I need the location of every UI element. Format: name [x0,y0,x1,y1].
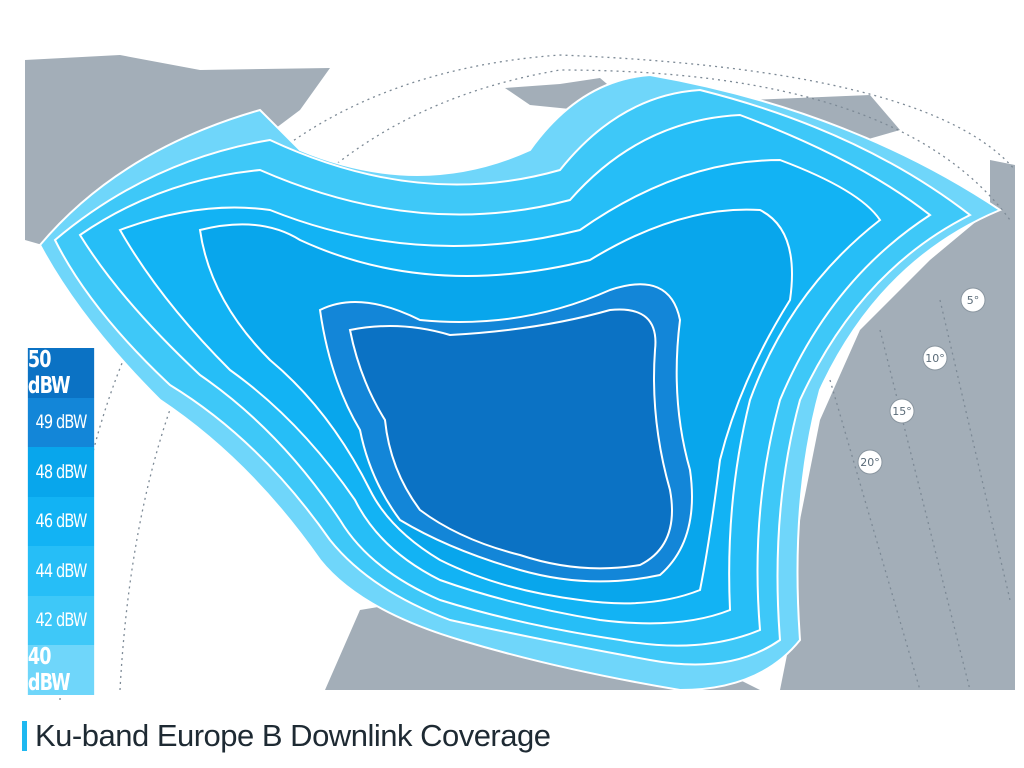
legend-item-40: 40 dBW [27,644,95,696]
elevation-marker-20: 20° [857,449,883,475]
legend-item-50: 50 dBW [27,347,95,399]
contour-50 [348,308,673,570]
legend-item-42: 42 dBW [27,595,95,645]
svg-text:15°: 15° [892,405,912,418]
elevation-marker-15: 15° [889,398,915,424]
legend: 50 dBW 49 dBW 48 dBW 46 dBW 44 dBW 42 dB… [22,347,100,696]
legend-item-49: 49 dBW [27,397,95,447]
elevation-arcs [59,54,1016,700]
svg-text:10°: 10° [925,352,945,365]
elevation-marker-10: 10° [922,345,948,371]
legend-item-48: 48 dBW [27,447,95,497]
legend-item-46: 46 dBW [27,496,95,546]
svg-text:20°: 20° [860,456,880,469]
svg-text:5°: 5° [967,294,980,307]
elevation-markers: 5° 10° 15° 20° [857,287,986,475]
legend-item-44: 44 dBW [27,546,95,596]
caption: Ku-band Europe B Downlink Coverage [22,718,551,754]
coverage-map: 5° 10° 15° 20° [25,54,1016,700]
caption-text: Ku-band Europe B Downlink Coverage [35,718,551,753]
coverage-contours [38,73,1003,692]
caption-accent-bar [22,721,27,751]
elevation-marker-5: 5° [960,287,986,313]
